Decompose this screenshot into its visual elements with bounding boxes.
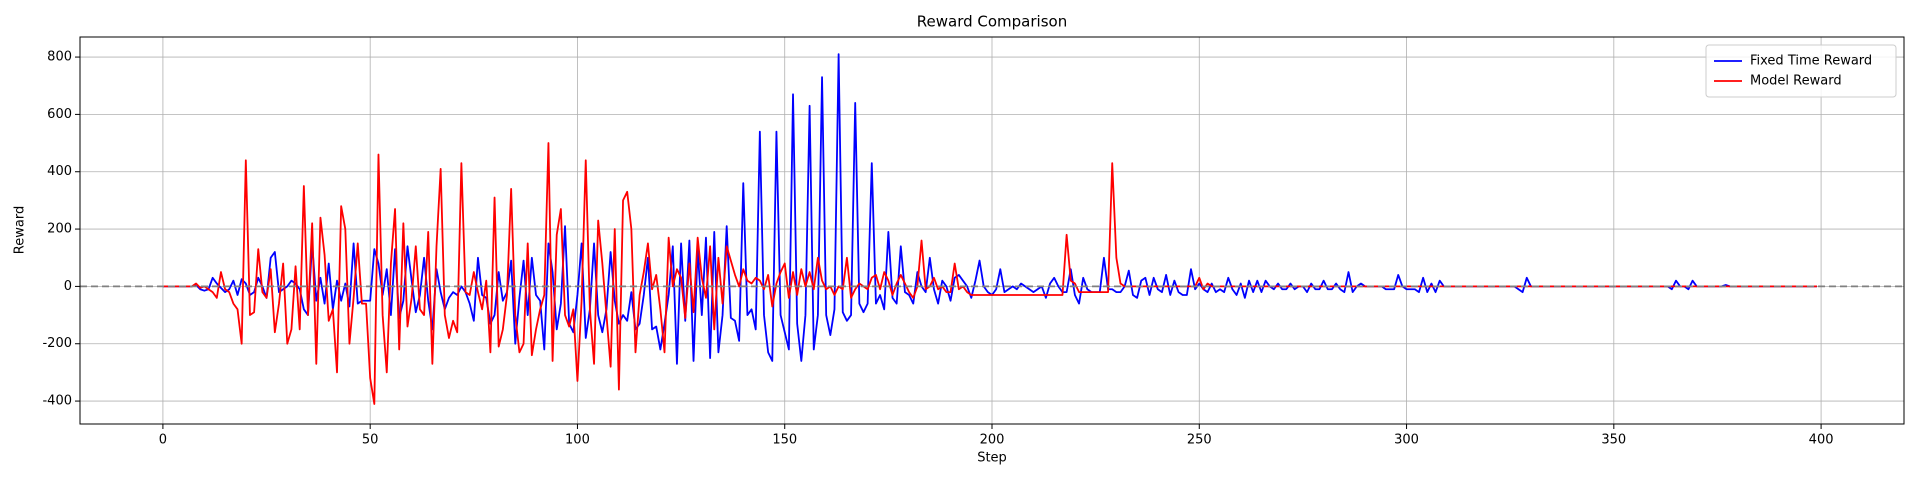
x-tick-label: 0	[159, 433, 167, 448]
x-tick-label: 150	[772, 433, 797, 448]
x-tick-label: 350	[1601, 433, 1626, 448]
x-tick-label: 100	[565, 433, 590, 448]
y-tick-label: -400	[42, 394, 72, 409]
legend-label: Fixed Time Reward	[1750, 54, 1872, 69]
y-tick-label: 200	[47, 222, 72, 237]
x-tick-label: 300	[1394, 433, 1419, 448]
x-tick-label: 400	[1809, 433, 1834, 448]
legend: Fixed Time Reward Model Reward	[1705, 44, 1897, 98]
x-axis-label: Step	[977, 451, 1007, 466]
x-tick-label: 200	[980, 433, 1005, 448]
data-line	[162, 53, 1817, 365]
y-tick-label: 400	[47, 164, 72, 179]
y-tick-label: 0	[64, 279, 72, 294]
legend-label: Model Reward	[1750, 74, 1842, 89]
plot-frame	[79, 36, 1905, 425]
data-line	[162, 142, 1817, 405]
x-tick-label: 250	[1187, 433, 1212, 448]
legend-box	[1705, 44, 1897, 98]
chart-title: Reward Comparison	[917, 13, 1067, 31]
y-tick-label: 800	[47, 50, 72, 65]
y-axis-label: Reward	[13, 206, 28, 254]
y-tick-label: -200	[42, 336, 72, 351]
x-tick-label: 50	[362, 433, 379, 448]
y-tick-label: 600	[47, 107, 72, 122]
